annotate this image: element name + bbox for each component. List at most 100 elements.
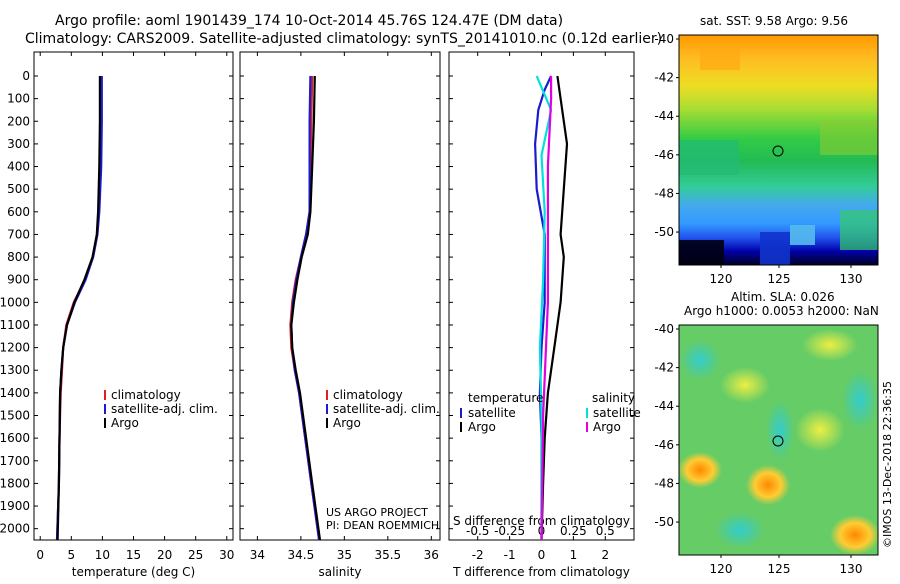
- x-tick-label: 34.5: [288, 548, 315, 562]
- y-tick-label: 0: [22, 69, 30, 83]
- x-tick-label: 35: [337, 548, 352, 562]
- sst-map-axes: -40 -42 -44 -46 -48 -50 120 125 130: [654, 32, 862, 286]
- s-tick-label: -0.25: [494, 524, 525, 538]
- x-tick-label: 30: [219, 548, 234, 562]
- x-tick-label: 10: [95, 548, 110, 562]
- map-y-tick-label: -42: [654, 361, 674, 375]
- legend-label: satellite-adj. clim.: [111, 402, 218, 416]
- sst-map: [678, 34, 879, 266]
- y-tick-label: 1900: [0, 499, 30, 513]
- sla-map-axes: -40 -42 -44 -46 -48 -50 120 125 130: [654, 322, 862, 576]
- legend-label: satellite-adj. clim.: [333, 402, 440, 416]
- temperature-panel: 0 5 10 15 20 25 300100200300400500600700800900…: [0, 51, 234, 579]
- x-tick-label: 0: [538, 548, 546, 562]
- y-tick-label: 500: [7, 182, 30, 196]
- sla-float-marker: [772, 435, 784, 447]
- series-line-satellite-adj-clim-: [290, 75, 321, 541]
- legend-label: climatology: [111, 388, 181, 402]
- sla-map: [678, 324, 880, 556]
- timestamp: ©IMOS 13-Dec-2018 22:36:35: [881, 381, 894, 548]
- x-tick-label: 25: [188, 548, 203, 562]
- series-line-climatology: [55, 76, 102, 541]
- sst-map-patch: [820, 120, 878, 155]
- s-tick-label: 0.5: [596, 524, 615, 538]
- map-x-tick-label: 125: [768, 272, 791, 286]
- map-y-tick-label: -46: [654, 148, 674, 162]
- map-x-tick-label: 125: [768, 562, 791, 576]
- x-tick-label: -2: [472, 548, 484, 562]
- y-tick-label: 800: [7, 250, 30, 264]
- map-y-tick-label: -48: [654, 186, 674, 200]
- difference-panel: -2 -1 0 1 2-0.5 -0.25 0 0.25 0.5S difference fro…: [448, 51, 641, 579]
- title-line-2: Climatology: CARS2009. Satellite-adjuste…: [25, 31, 662, 47]
- y-tick-label: 1000: [0, 295, 30, 309]
- series-line-satellite-adj-clim-: [55, 76, 103, 541]
- x-tick-label: 34: [250, 548, 265, 562]
- sst-map-patch: [840, 210, 878, 250]
- map-y-tick-label: -46: [654, 438, 674, 452]
- sst-map-patch: [700, 45, 740, 70]
- title-line-1: Argo profile: aoml 1901439_174 10-Oct-20…: [55, 13, 563, 29]
- y-tick-label: 1200: [0, 341, 30, 355]
- sla-map-blob: [830, 515, 880, 555]
- map-x-tick-label: 130: [840, 562, 863, 576]
- x-tick-label: 5: [67, 548, 75, 562]
- sla-map-blob: [680, 340, 720, 380]
- legend-label: climatology: [333, 388, 403, 402]
- y-tick-label: 200: [7, 114, 30, 128]
- legend-label: Argo: [593, 420, 621, 434]
- y-tick-label: 100: [7, 92, 30, 106]
- y-tick-label: 1600: [0, 431, 30, 445]
- x-tick-label: 15: [126, 548, 141, 562]
- map-y-tick-label: -42: [654, 71, 674, 85]
- map-x-tick-label: 120: [710, 562, 733, 576]
- map-y-tick-label: -44: [654, 109, 674, 123]
- project-label: US ARGO PROJECT: [326, 506, 428, 519]
- map-y-tick-label: -50: [654, 225, 674, 239]
- x-tick-label: 35.5: [374, 548, 401, 562]
- sla-map-blob: [795, 408, 845, 452]
- sla-map-blob: [746, 465, 790, 505]
- map-y-tick-label: -44: [654, 399, 674, 413]
- y-tick-label: 900: [7, 273, 30, 287]
- x-tick-label: 36: [424, 548, 439, 562]
- x-axis-label: salinity: [318, 565, 361, 579]
- sla-map-blob: [715, 512, 765, 548]
- y-tick-label: 1800: [0, 476, 30, 490]
- pi-label: PI: DEAN ROEMMICH: [326, 519, 439, 532]
- legend-label: satellite: [593, 406, 641, 420]
- y-tick-label: 700: [7, 227, 30, 241]
- legend-label: Argo: [111, 416, 139, 430]
- sst-map-patch: [790, 225, 815, 245]
- x-tick-label: 20: [157, 548, 172, 562]
- sla-map-blob: [802, 329, 858, 361]
- map-y-tick-label: -50: [654, 515, 674, 529]
- legend-label: Argo: [468, 420, 496, 434]
- sst-map-patch: [679, 140, 739, 175]
- y-tick-label: 1500: [0, 409, 30, 423]
- plot-frame: [33, 51, 234, 541]
- series-line-t-argo: [540, 75, 569, 541]
- y-tick-label: 2000: [0, 522, 30, 536]
- y-tick-label: 1100: [0, 318, 30, 332]
- sla-map-blob: [842, 370, 878, 430]
- y-tick-label: 1400: [0, 386, 30, 400]
- legend-label: Argo: [333, 416, 361, 430]
- sla-map-subtitle: Argo h1000: 0.0053 h2000: NaN: [684, 304, 879, 318]
- map-y-tick-label: -48: [654, 476, 674, 490]
- series-line-s-argo: [540, 76, 553, 541]
- sla-map-blob: [766, 400, 794, 460]
- map-y-tick-label: -40: [654, 32, 674, 46]
- sst-map-patch: [679, 240, 724, 265]
- legend-label: satellite: [468, 406, 516, 420]
- x-tick-label: 0: [36, 548, 44, 562]
- legend-title-temperature: temperature: [468, 391, 543, 405]
- sla-map-blob: [678, 452, 722, 488]
- sla-map-title: Altim. SLA: 0.026: [731, 290, 835, 304]
- salinity-panel: 34 34.5 35 35.5 36 salinity climatologysatelli…: [239, 51, 441, 579]
- series-line-climatology: [289, 75, 321, 541]
- sst-map-title: sat. SST: 9.58 Argo: 9.56: [700, 14, 848, 28]
- s-tick-label: -0.5: [466, 524, 489, 538]
- y-tick-label: 400: [7, 160, 30, 174]
